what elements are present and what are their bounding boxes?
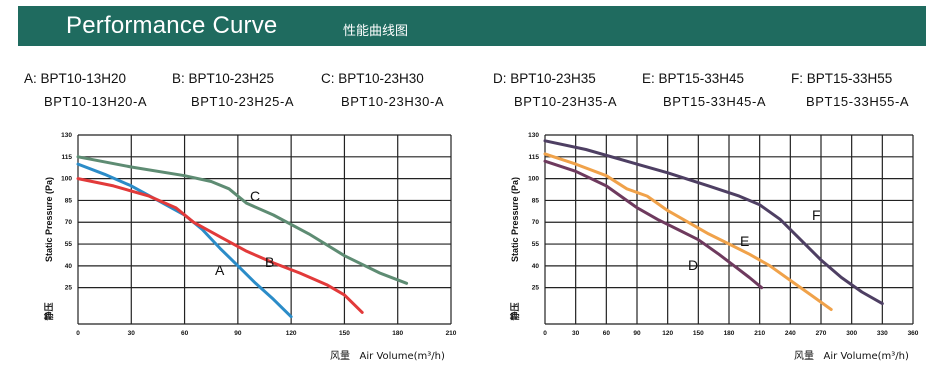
header-bar: Performance Curve 性能曲线图 [18, 6, 926, 46]
x-tick-label-2-8: 240 [785, 330, 796, 337]
model-label-f: F: BPT15-33H55 [791, 71, 893, 86]
y-tick-label-2-0: 25 [532, 285, 540, 292]
x-axis-label-en-1: Air Volume(m³/h) [359, 351, 445, 362]
model-label-e: E: BPT15-33H45 [642, 71, 745, 86]
series-line-a [76, 162, 293, 319]
curve-label-b: B [265, 254, 274, 270]
page-subtitle: 性能曲线图 [343, 24, 409, 39]
x-tick-label-2-0: 0 [543, 330, 547, 337]
model-label-c: C: BPT10-23H30 [321, 71, 424, 86]
x-tick-label-2-4: 120 [662, 330, 673, 337]
curve-label-e: E [740, 233, 749, 249]
y-axis-label-cn-1: 静压 [43, 302, 54, 320]
x-tick-label-2-3: 90 [633, 330, 641, 337]
curve-label-a: A [215, 262, 225, 278]
x-axis-label-cn-1: 风量 [330, 351, 350, 362]
x-axis-label-1: 风量 Air Volume(m³/h) [330, 347, 445, 362]
model-alt-e: BPT15-33H45-A [663, 94, 767, 109]
x-axis-label-en-2: Air Volume(m³/h) [823, 351, 909, 362]
x-tick-label-1-1: 30 [128, 330, 136, 337]
y-tick-label-1-2: 55 [65, 241, 73, 248]
x-tick-label-1-7: 210 [446, 330, 457, 337]
x-axis-label-cn-2: 风量 [794, 351, 814, 362]
x-tick-label-2-1: 30 [572, 330, 580, 337]
series-line-b [76, 177, 364, 314]
model-alt-b: BPT10-23H25-A [191, 94, 295, 109]
x-tick-label-2-5: 150 [693, 330, 704, 337]
y-tick-label-1-6: 115 [62, 154, 73, 161]
x-axis-label-2: 风量 Air Volume(m³/h) [794, 347, 909, 362]
model-alt-c: BPT10-23H30-A [341, 94, 445, 109]
y-tick-label-1-0: 25 [65, 285, 73, 292]
model-alt-a: BPT10-13H20-A [44, 94, 148, 109]
y-tick-label-1-3: 70 [65, 219, 73, 226]
series-line-d [543, 159, 764, 290]
curve-label-c: C [250, 188, 260, 204]
x-tick-label-2-9: 270 [816, 330, 827, 337]
model-label-d: D: BPT10-23H35 [493, 71, 596, 86]
y-tick-label-2-3: 70 [532, 219, 540, 226]
curve-label-f: F [812, 207, 821, 223]
y-axis-label-2: Static Pressure (Pa) [510, 177, 520, 262]
y-tick-label-2-2: 55 [532, 241, 540, 248]
x-tick-label-2-6: 180 [724, 330, 735, 337]
x-tick-label-1-2: 60 [181, 330, 189, 337]
x-tick-label-2-7: 210 [754, 330, 765, 337]
y-tick-label-2-5: 100 [528, 176, 539, 183]
x-tick-label-1-5: 150 [339, 330, 350, 337]
y-tick-label-2-4: 85 [532, 197, 540, 204]
series-line-e [543, 152, 833, 311]
y-tick-label-2-6: 115 [529, 154, 540, 161]
x-tick-label-2-10: 300 [846, 330, 857, 337]
model-alt-d: BPT10-23H35-A [514, 94, 618, 109]
y-tick-label-1-1: 40 [65, 263, 73, 270]
y-axis-label-cn-2: 静压 [509, 302, 520, 320]
x-tick-label-1-4: 120 [286, 330, 297, 337]
y-tick-label-1-5: 100 [61, 176, 72, 183]
series-line-f [543, 139, 884, 306]
model-label-a: A: BPT10-13H20 [24, 71, 127, 86]
x-tick-label-1-6: 180 [392, 330, 403, 337]
model-label-b: B: BPT10-23H25 [172, 71, 275, 86]
y-tick-label-1-7: 130 [61, 132, 72, 139]
y-tick-label-2-1: 40 [532, 263, 540, 270]
x-tick-label-2-2: 60 [603, 330, 611, 337]
curve-label-d: D [688, 257, 698, 273]
y-tick-label-1-4: 85 [65, 197, 73, 204]
x-tick-label-1-0: 0 [76, 330, 80, 337]
series-line-c [76, 155, 409, 285]
x-tick-label-1-3: 90 [234, 330, 242, 337]
page-title: Performance Curve [66, 12, 278, 39]
y-tick-label-2-7: 130 [528, 132, 539, 139]
model-alt-f: BPT15-33H55-A [806, 94, 910, 109]
y-axis-label-1: Static Pressure (Pa) [44, 177, 54, 262]
x-tick-label-2-12: 360 [908, 330, 919, 337]
x-tick-label-2-11: 330 [877, 330, 888, 337]
